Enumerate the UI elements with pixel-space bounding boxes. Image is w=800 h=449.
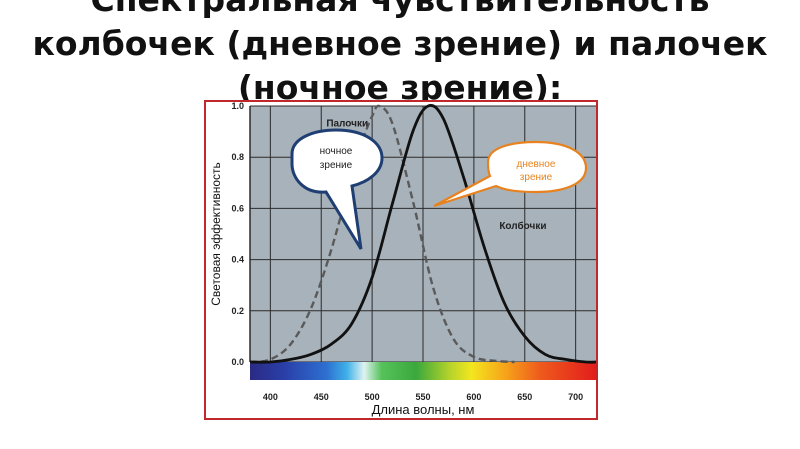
series-rods-line [249,104,515,364]
callout-day-line-2: зрение [520,172,553,183]
callout-night-bubble [290,128,384,250]
annotation-rods: Палочки [326,118,368,129]
callout-night-vision: ночное зрение [290,128,384,250]
x-tick-label: 500 [365,392,380,402]
x-tick-label: 650 [517,392,532,402]
x-tick-label: 550 [415,392,430,402]
slide-title-line-2: колбочек (дневное зрение) и палочек [32,24,768,63]
y-tick-label: 0.8 [231,152,244,162]
callout-night-line-1: ночное [320,146,353,157]
annotation-cones: Колбочки [499,220,546,232]
series-layer [249,104,596,364]
callout-night-line-2: зрение [320,160,353,171]
chart-figure: 0.0 0.2 0.4 0.6 0.8 1.0 400 450 500 550 600 650 700 … [204,100,598,420]
y-axis-label: Световая эффективность [209,162,223,306]
spectrum-bar [250,362,596,380]
y-tick-label: 0.6 [231,203,244,213]
y-tick-label: 0.4 [231,255,244,265]
y-tick-label: 1.0 [231,102,244,111]
callout-day-line-1: дневное [517,159,556,170]
x-tick-label: 600 [466,392,481,402]
callout-day-bubble [433,140,588,208]
x-axis-label: Длина волны, нм [372,402,475,417]
ticks: 0.0 0.2 0.4 0.6 0.8 1.0 400 450 500 550 600 650 700 [231,102,583,402]
y-tick-label: 0.2 [231,306,244,316]
slide-title-line-1: Спектральная чувствительность [0,0,800,22]
x-tick-label: 400 [263,392,278,402]
series-cones-line [249,104,596,364]
y-tick-label: 0.0 [231,357,244,367]
callout-day-vision: дневное зрение [433,140,588,208]
x-tick-label: 700 [568,392,583,402]
x-tick-label: 450 [314,392,329,402]
